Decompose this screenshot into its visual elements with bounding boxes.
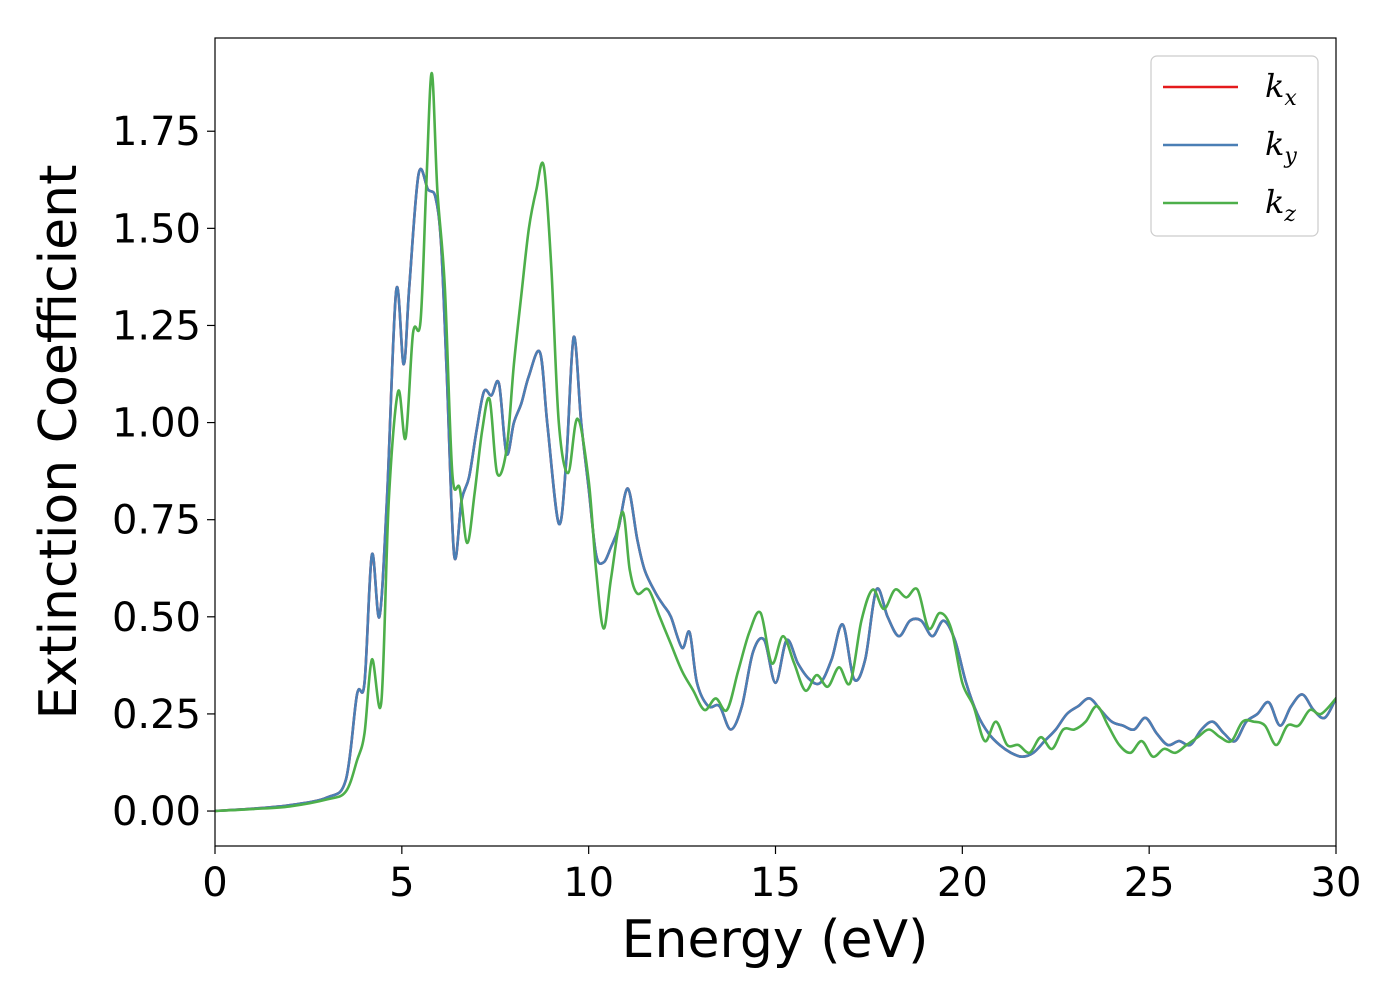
series-lines — [215, 71, 1336, 813]
x-axis-label: Energy (eV) — [622, 910, 929, 970]
series-line-kx — [215, 167, 1336, 813]
legend-label-ky: ky — [1265, 125, 1297, 169]
x-tick-label: 20 — [937, 860, 988, 906]
x-axis-ticks: 0 5 10 15 20 25 30 — [202, 846, 1361, 906]
y-axis-ticks: 0.00 0.25 0.50 0.75 1.00 1.25 1.50 1.75 — [112, 109, 215, 835]
x-tick-label: 30 — [1311, 860, 1362, 906]
legend: kx ky kz — [1150, 55, 1319, 237]
y-tick-label: 1.25 — [112, 303, 201, 349]
y-tick-label: 0.25 — [112, 692, 201, 738]
x-tick-label: 0 — [202, 860, 227, 906]
y-tick-label: 1.75 — [112, 109, 201, 155]
x-tick-label: 25 — [1124, 860, 1175, 906]
x-tick-label: 5 — [389, 860, 414, 906]
legend-label-kz: kz — [1265, 183, 1296, 227]
series-line-ky — [215, 167, 1336, 813]
y-tick-label: 1.00 — [112, 401, 201, 447]
y-axis-label: Extinction Coefficient — [29, 165, 89, 720]
y-tick-label: 0.00 — [112, 789, 201, 835]
legend-label-kx: kx — [1265, 67, 1297, 111]
y-tick-label: 1.50 — [112, 206, 201, 252]
y-tick-label: 0.75 — [112, 498, 201, 544]
y-tick-label: 0.50 — [112, 595, 201, 641]
plot-area — [215, 71, 1336, 813]
x-tick-label: 10 — [563, 860, 614, 906]
series-line-kz — [215, 71, 1336, 813]
plot-frame — [214, 37, 1337, 847]
x-tick-label: 15 — [750, 860, 801, 906]
